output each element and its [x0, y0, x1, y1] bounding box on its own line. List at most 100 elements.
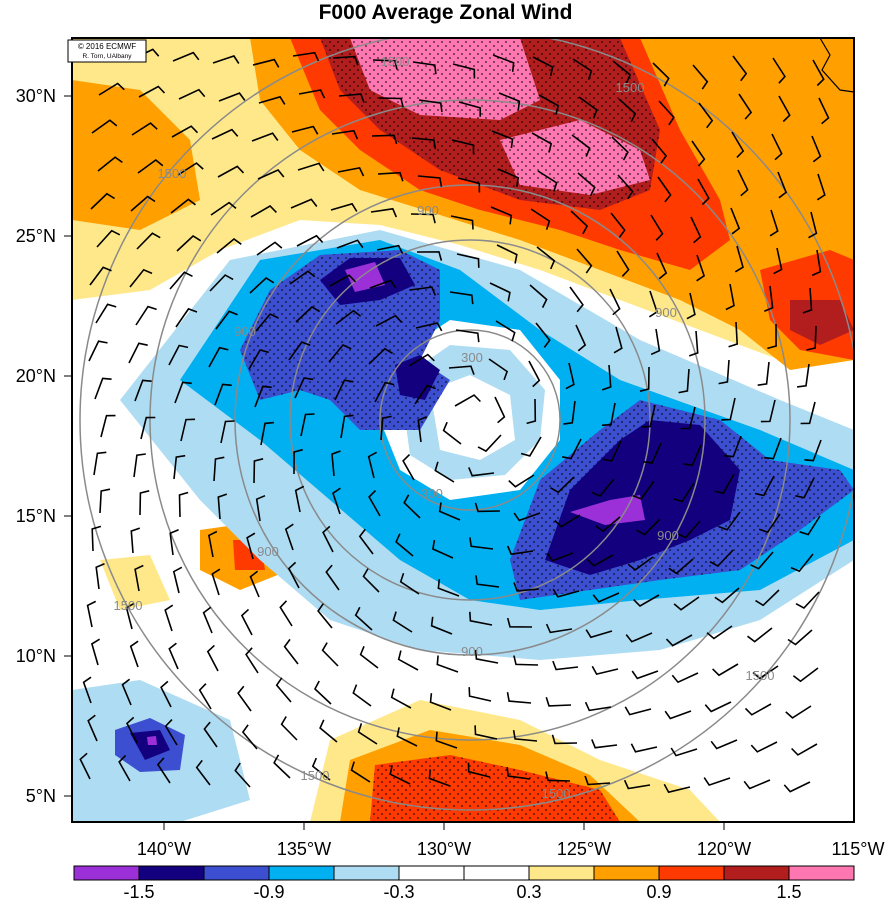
wind-barb [773, 247, 783, 275]
wind-barb [130, 527, 141, 554]
colorbar-swatch [203, 865, 270, 881]
wind-barb [690, 216, 702, 244]
wind-barb [808, 211, 818, 239]
wind-barb [718, 359, 730, 385]
wind-barb [164, 604, 174, 632]
wind-barb [526, 398, 537, 425]
wind-barb [469, 537, 494, 550]
wind-barb [435, 731, 458, 749]
wind-barb [164, 719, 178, 746]
wind-barb [376, 244, 404, 255]
wind-barb [468, 467, 495, 477]
wind-barb [279, 600, 293, 627]
wind-barb [706, 625, 733, 640]
contour-label: 1500 [301, 768, 330, 783]
wind-barb [380, 415, 392, 441]
plot-frame [71, 37, 855, 823]
credit-box: © 2016 ECMWF R. Torn, UAlbany [67, 39, 147, 63]
wind-barb [513, 512, 541, 522]
wind-barb [256, 241, 283, 256]
wind-barb [206, 644, 219, 672]
wind-barb [452, 63, 476, 79]
contour-label: 1500 [542, 786, 571, 801]
wind-barb [673, 482, 695, 503]
wind-barb [508, 474, 535, 488]
colorbar-label: -0.9 [253, 882, 284, 900]
colorbar-label: -1.5 [123, 882, 154, 900]
wind-barb [170, 198, 196, 214]
wind-barb [744, 703, 772, 716]
wind-barb [531, 132, 553, 153]
wind-barb [258, 95, 286, 105]
wind-barb [87, 714, 98, 742]
wind-barb [686, 292, 696, 320]
wind-barb [374, 381, 395, 403]
wind-barb [297, 162, 325, 172]
wind-barb [340, 414, 354, 439]
wind-barb [125, 602, 135, 630]
wind-barb [633, 594, 660, 608]
wind-barb [436, 655, 459, 673]
wind-barb [595, 516, 621, 533]
colorbar-swatch [658, 865, 725, 881]
wind-barb [128, 342, 148, 364]
wind-barb [641, 404, 656, 428]
wind-barb [799, 515, 821, 536]
wind-barb [337, 166, 365, 177]
wind-barb [275, 677, 292, 703]
wind-barb [328, 344, 352, 363]
wind-barb [195, 759, 211, 786]
wind-barb [650, 214, 664, 241]
wind-barb [372, 59, 398, 70]
wind-barb [728, 321, 739, 348]
wind-barb [572, 58, 593, 80]
colorbar-swatch [398, 865, 465, 881]
wind-barb [417, 416, 428, 443]
wind-barb [806, 325, 817, 351]
wind-barb [246, 532, 256, 560]
wind-barb [252, 58, 280, 68]
wind-barb [217, 493, 228, 520]
wind-barb [545, 623, 573, 634]
wind-barb [616, 250, 630, 277]
wind-barb [454, 394, 481, 407]
wind-barb [295, 305, 321, 323]
wind-barb [180, 418, 196, 442]
wind-barb [631, 670, 659, 680]
wind-barb [260, 421, 274, 446]
wind-barb [571, 134, 591, 157]
wind-barb [209, 274, 234, 292]
wind-barb [296, 234, 324, 247]
wind-barb [130, 195, 156, 212]
wind-barb [172, 51, 200, 62]
wind-barb [335, 309, 362, 325]
wind-barb [97, 156, 123, 172]
wind-barb [325, 564, 340, 591]
wind-barb [592, 592, 620, 603]
wind-barb [747, 627, 773, 643]
contour-labels: 1500 1500 1500 900 900 900 900 900 300 300 1500 150… [114, 54, 775, 801]
wind-barb [91, 119, 118, 134]
wind-barb [403, 494, 421, 519]
wind-barb [354, 606, 373, 631]
wind-barb [697, 178, 710, 206]
wind-barb [178, 88, 206, 100]
wind-barb [331, 129, 359, 140]
wind-barb [709, 549, 734, 567]
wind-barb [156, 757, 171, 784]
lat-label: 20°N [16, 366, 56, 386]
contour-label: 300 [421, 486, 443, 501]
contour-label: 1500 [158, 166, 187, 181]
wind-barb [496, 244, 518, 264]
wind-barb [350, 761, 371, 783]
wind-barb [812, 59, 825, 87]
wind-barb [135, 305, 157, 326]
wind-barb [725, 283, 735, 311]
wind-barb [99, 488, 111, 514]
wind-barb [664, 710, 692, 720]
wind-barb [710, 739, 738, 750]
wind-barb [563, 400, 576, 425]
wind-barb [95, 303, 117, 324]
wind-barb [95, 563, 105, 590]
wind-barb [562, 438, 582, 460]
